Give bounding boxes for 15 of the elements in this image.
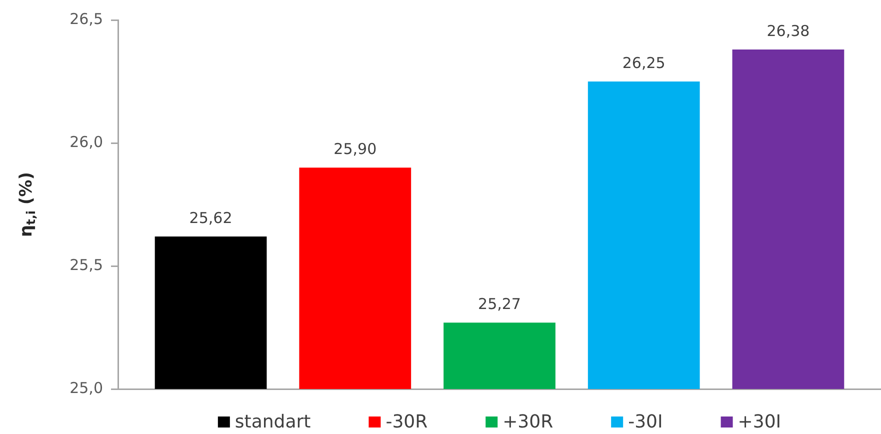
legend-label: +30I [738,412,782,433]
legend-label: -30I [628,412,663,433]
y-tick-label: 25,5 [70,256,103,274]
y-axis-title: ηt,i (%) [16,172,38,237]
y-tick-label: 25,0 [70,378,103,397]
legend-label: +30R [502,412,554,433]
data-label: 25,90 [334,140,377,158]
legend-label: -30R [386,412,428,433]
y-tick-label: 26,5 [70,10,103,28]
data-label: 25,27 [478,294,521,313]
data-label: 26,25 [622,54,666,72]
data-label: 26,38 [766,22,810,40]
y-tick-label: 26,0 [70,132,103,151]
data-label: 25,62 [189,208,232,227]
legend-label: standart [234,412,311,433]
